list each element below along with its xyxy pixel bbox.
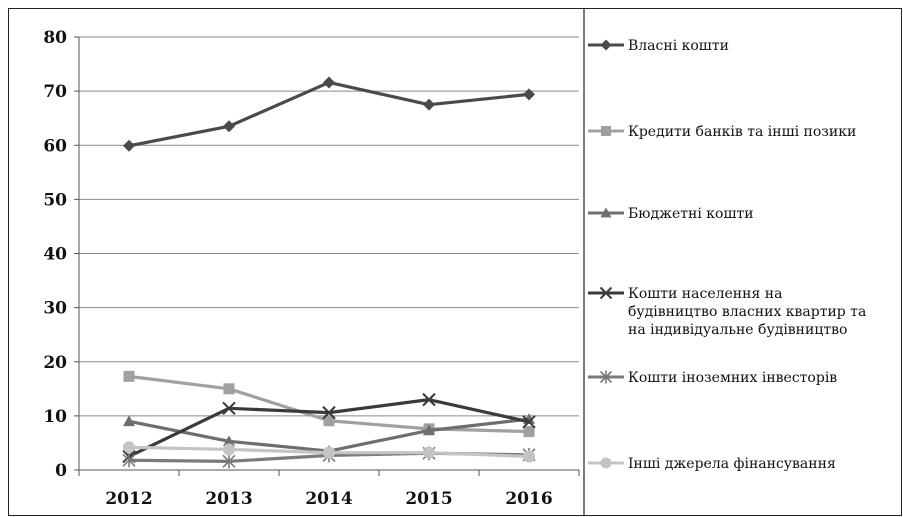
data-point [222, 454, 236, 469]
data-point [223, 435, 235, 447]
legend-label: будівництво власних квартир та [628, 304, 866, 320]
series-4 [122, 392, 536, 464]
data-point [222, 401, 236, 416]
series-lines [122, 76, 536, 469]
legend-swatch-marker [600, 457, 612, 469]
y-tick-label: 70 [43, 82, 67, 102]
y-tick-label: 60 [43, 136, 67, 156]
legend-swatch-marker [599, 286, 613, 300]
series-2 [123, 370, 535, 438]
x-tick-label: 2012 [105, 489, 152, 509]
series-6 [123, 441, 535, 463]
legend-swatch-marker [601, 126, 611, 136]
legend-label: Бюджетні кошти [628, 206, 754, 222]
data-point [223, 383, 235, 395]
data-point [423, 98, 435, 111]
y-tick-label: 80 [43, 28, 67, 48]
legend: Власні кошти Кредити банків та інші позик… [583, 9, 866, 515]
data-point [122, 453, 136, 468]
x-tick-label: 2014 [305, 489, 352, 509]
legend-item: Кошти іноземних інвесторів [588, 370, 837, 386]
y-tick-label: 50 [43, 190, 67, 210]
chart-frame: 0 10 20 30 40 50 60 70 80 2012 2013 2014 2015 2016 В… [8, 8, 902, 516]
data-point [522, 415, 536, 429]
y-axis-ticks: 0 10 20 30 40 50 60 70 80 [43, 28, 67, 481]
y-tick-label: 30 [43, 299, 67, 319]
data-point [223, 120, 235, 133]
axes [74, 36, 580, 476]
y-tick-label: 0 [55, 461, 67, 481]
legend-label: Кошти іноземних інвесторів [628, 370, 837, 386]
data-point [523, 88, 535, 101]
data-point [422, 392, 436, 407]
legend-label: Власні кошти [628, 38, 729, 54]
data-point [423, 446, 435, 459]
legend-label: Кошти населення на [628, 286, 782, 302]
series-1 [123, 76, 535, 152]
x-axis-ticks: 2012 2013 2014 2015 2016 [105, 489, 552, 509]
data-point [223, 443, 235, 456]
legend-swatch-marker [600, 39, 612, 51]
legend-item: Власні кошти [588, 38, 729, 54]
y-tick-label: 40 [43, 245, 67, 265]
legend-swatch-marker [600, 207, 612, 218]
y-tick-label: 10 [43, 407, 67, 427]
gridlines [79, 36, 579, 417]
legend-label: на індивідуальне будівництво [628, 322, 847, 338]
data-point [123, 441, 135, 454]
legend-swatch-marker [599, 370, 613, 384]
data-point [323, 76, 335, 89]
legend-item: Кошти населення на будівництво власних кв… [588, 286, 866, 338]
data-point [323, 415, 335, 427]
legend-label: Кредити банків та інші позики [628, 124, 856, 140]
legend-item: Кредити банків та інші позики [588, 124, 856, 140]
x-tick-label: 2013 [205, 489, 252, 509]
x-tick-label: 2015 [405, 489, 452, 509]
data-point [523, 450, 535, 463]
series-line [128, 80, 530, 148]
data-point [523, 426, 535, 438]
data-point [322, 405, 336, 420]
legend-item: Інші джерела фінансування [588, 456, 836, 472]
data-point [123, 415, 135, 427]
data-point [423, 424, 435, 436]
legend-label: Інші джерела фінансування [628, 456, 836, 472]
line-chart: 0 10 20 30 40 50 60 70 80 2012 2013 2014 2015 2016 В… [43, 9, 866, 515]
data-point [323, 446, 335, 459]
x-tick-label: 2016 [505, 489, 552, 509]
data-point [123, 370, 135, 382]
legend-item: Бюджетні кошти [588, 206, 754, 222]
y-tick-label: 20 [43, 353, 67, 373]
data-point [123, 139, 135, 152]
